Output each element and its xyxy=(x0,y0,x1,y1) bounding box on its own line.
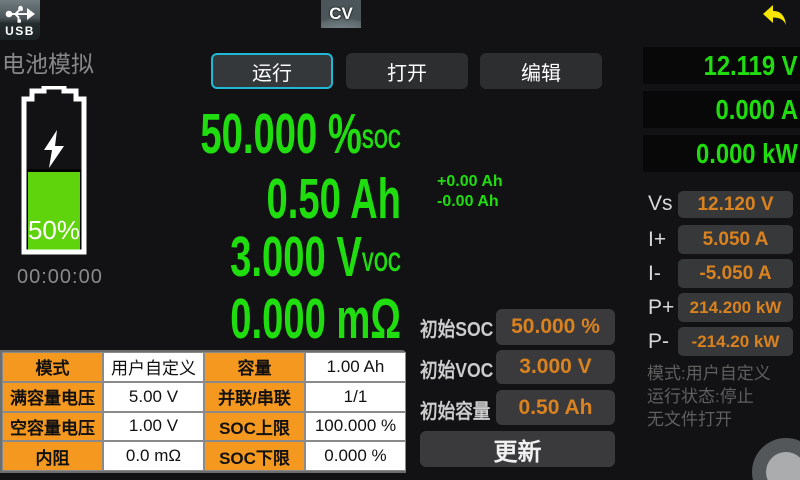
svg-text:50%: 50% xyxy=(28,215,80,245)
